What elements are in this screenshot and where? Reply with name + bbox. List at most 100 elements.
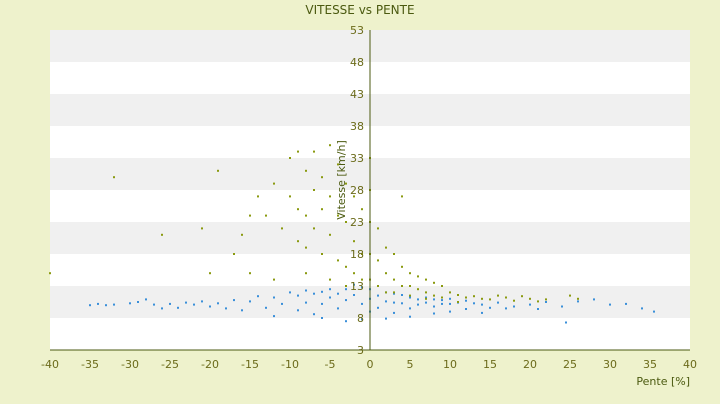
data-point-series-2 bbox=[513, 299, 515, 302]
data-point-series-2 bbox=[313, 150, 315, 153]
x-tick-label: -40 bbox=[41, 358, 59, 371]
data-point-series-1 bbox=[465, 299, 467, 302]
data-point-series-2 bbox=[321, 253, 323, 255]
data-point-series-1 bbox=[401, 302, 403, 305]
data-point-series-1 bbox=[97, 302, 99, 305]
data-point-series-1 bbox=[89, 304, 91, 307]
data-point-series-1 bbox=[337, 307, 339, 310]
data-point-series-1 bbox=[609, 303, 611, 306]
data-point-series-1 bbox=[153, 303, 155, 306]
data-point-series-2 bbox=[345, 265, 347, 268]
data-point-series-1 bbox=[593, 298, 595, 301]
data-point-series-1 bbox=[321, 290, 323, 293]
data-point-series-1 bbox=[177, 306, 179, 309]
data-point-series-1 bbox=[481, 311, 483, 314]
data-point-series-2 bbox=[457, 301, 459, 303]
data-point-series-2 bbox=[497, 294, 499, 297]
y-tick-label: 23 bbox=[350, 216, 364, 229]
data-point-series-2 bbox=[537, 300, 539, 303]
data-point-series-2 bbox=[417, 275, 419, 278]
data-point-series-1 bbox=[433, 305, 435, 308]
data-point-series-1 bbox=[329, 296, 331, 299]
data-point-series-2 bbox=[329, 195, 331, 198]
data-point-series-2 bbox=[305, 169, 307, 172]
y-tick-label: 48 bbox=[350, 56, 364, 69]
data-point-series-2 bbox=[305, 246, 307, 249]
data-point-series-2 bbox=[329, 144, 331, 147]
data-point-series-2 bbox=[473, 295, 475, 298]
data-point-series-1 bbox=[505, 307, 507, 310]
data-point-series-2 bbox=[529, 297, 531, 300]
data-point-series-2 bbox=[345, 182, 347, 185]
data-point-series-1 bbox=[249, 300, 251, 303]
data-point-series-1 bbox=[625, 302, 627, 305]
data-point-series-2 bbox=[281, 227, 283, 230]
data-point-series-2 bbox=[449, 291, 451, 294]
data-point-series-1 bbox=[361, 318, 363, 321]
data-point-series-1 bbox=[497, 301, 499, 304]
x-axis-title: Pente [%] bbox=[636, 375, 690, 388]
data-point-series-1 bbox=[401, 294, 403, 296]
y-tick-label: 18 bbox=[350, 248, 364, 261]
y-tick-label: 28 bbox=[350, 184, 364, 197]
data-point-series-2 bbox=[313, 227, 315, 230]
data-point-series-2 bbox=[385, 291, 387, 294]
data-point-series-2 bbox=[289, 195, 291, 198]
data-point-series-1 bbox=[433, 298, 435, 301]
x-tick-label: -25 bbox=[161, 358, 179, 371]
data-point-series-1 bbox=[577, 300, 579, 303]
data-point-series-1 bbox=[393, 301, 395, 304]
data-point-series-1 bbox=[193, 303, 195, 306]
x-tick-label: -35 bbox=[81, 358, 99, 371]
data-point-series-2 bbox=[329, 233, 331, 236]
data-point-series-1 bbox=[137, 301, 139, 303]
data-point-series-2 bbox=[217, 169, 219, 172]
data-point-series-2 bbox=[49, 272, 51, 275]
data-point-series-1 bbox=[305, 301, 307, 304]
data-point-series-1 bbox=[529, 303, 531, 306]
axes bbox=[50, 30, 690, 351]
data-point-series-2 bbox=[337, 214, 339, 217]
data-point-series-2 bbox=[441, 285, 443, 287]
data-point-series-2 bbox=[545, 298, 547, 301]
data-point-series-2 bbox=[233, 253, 235, 255]
data-point-series-2 bbox=[297, 208, 299, 211]
data-point-series-1 bbox=[145, 298, 147, 301]
data-point-series-1 bbox=[273, 315, 275, 318]
data-point-series-1 bbox=[225, 307, 227, 310]
data-point-series-2 bbox=[441, 296, 443, 299]
data-point-series-1 bbox=[393, 292, 395, 295]
x-tick-label: 25 bbox=[563, 358, 577, 371]
x-tick-label: 0 bbox=[367, 358, 374, 371]
data-point-series-1 bbox=[345, 320, 347, 323]
data-point-series-2 bbox=[401, 285, 403, 287]
data-point-series-2 bbox=[417, 288, 419, 291]
data-point-series-2 bbox=[425, 278, 427, 281]
data-point-series-2 bbox=[113, 176, 115, 179]
data-point-series-2 bbox=[361, 208, 363, 211]
data-point-series-2 bbox=[457, 294, 459, 296]
data-point-series-1 bbox=[565, 321, 567, 324]
data-point-series-1 bbox=[361, 302, 363, 305]
data-point-series-1 bbox=[273, 296, 275, 299]
data-point-series-1 bbox=[233, 299, 235, 302]
data-point-series-2 bbox=[409, 272, 411, 275]
data-point-series-2 bbox=[433, 294, 435, 297]
data-point-series-2 bbox=[465, 296, 467, 299]
data-point-series-2 bbox=[353, 272, 355, 275]
data-point-series-1 bbox=[241, 309, 243, 312]
data-point-series-1 bbox=[313, 292, 315, 295]
data-point-series-1 bbox=[313, 313, 315, 316]
x-tick-label: 20 bbox=[523, 358, 537, 371]
data-point-series-2 bbox=[313, 189, 315, 191]
data-point-series-2 bbox=[393, 278, 395, 281]
data-point-series-2 bbox=[273, 278, 275, 281]
data-point-series-2 bbox=[401, 265, 403, 268]
data-point-series-2 bbox=[337, 163, 339, 166]
data-point-series-2 bbox=[241, 233, 243, 236]
data-point-series-2 bbox=[361, 278, 363, 281]
data-point-series-2 bbox=[393, 253, 395, 255]
data-point-series-2 bbox=[377, 227, 379, 230]
data-point-series-1 bbox=[265, 306, 267, 309]
